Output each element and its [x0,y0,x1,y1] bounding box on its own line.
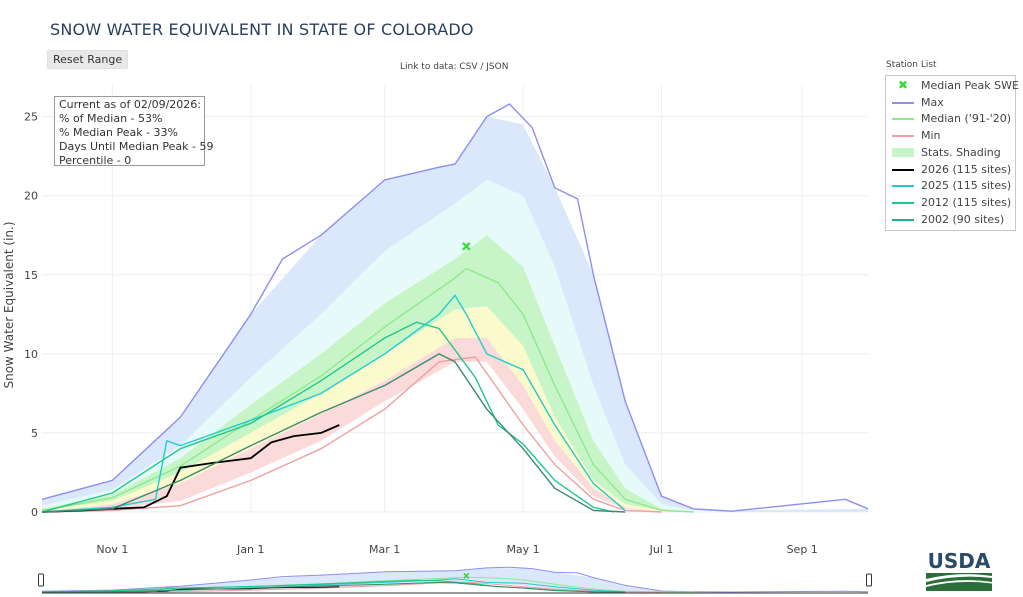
legend: ✖ Median Peak SWE Max Median ('91-'20) Min St… [885,75,1019,231]
usda-logo-text: USDA [928,549,991,573]
x-tick-label: Mar 1 [369,543,400,556]
annotation-line: % Median Peak - 33% [59,126,178,139]
legend-line-swatch [892,201,914,204]
legend-label: 2012 (115 sites) [921,195,1012,209]
y-tick-label: 5 [31,427,38,440]
y-tick-label: 10 [24,348,38,361]
legend-label: Median Peak SWE [921,79,1019,92]
band-p90-p70 [42,179,868,512]
range-handle-left[interactable] [38,573,44,587]
legend-item[interactable]: 2026 (115 sites) [886,162,1015,178]
legend-line-swatch [892,118,914,121]
legend-item[interactable]: Max [886,95,1015,111]
reset-range-button[interactable]: Reset Range [47,50,129,69]
status-annotation: Current as of 02/09/2026: % of Median - … [54,96,214,167]
stats-shading [42,116,868,512]
y-tick-label: 0 [31,506,38,519]
range-mini-line [41,576,694,593]
legend-line-swatch [892,135,914,138]
legend-label: Median ('91-'20) [921,112,1012,126]
range-slider[interactable] [38,566,872,594]
series-max [41,103,869,512]
x-tick-label: Nov 1 [96,543,128,556]
series-2002-90-sites [41,353,626,513]
annotation-line: % of Median - 53% [59,112,163,125]
y-axis-label: Snow Water Equivalent (in.) [2,221,16,388]
legend-label: 2025 (115 sites) [921,179,1012,193]
series-2025-115-sites [41,294,626,513]
legend-item[interactable]: 2012 (115 sites) [886,195,1015,211]
legend-heading: Station List [886,60,937,70]
band-p30-p10 [42,306,868,512]
chart-title: SNOW WATER EQUIVALENT IN STATE OF COLORA… [50,20,474,39]
series-median-91-20 [41,267,694,513]
legend-label: 2026 (115 sites) [921,162,1012,176]
band-p70-p30 [42,235,868,512]
x-tick-label: Sep 1 [787,543,818,556]
range-handle-right[interactable] [866,573,872,587]
legend-label: Stats. Shading [921,145,1001,159]
series-lines [41,103,869,513]
legend-line-swatch [892,101,914,104]
x-tick-label: Jan 1 [236,543,264,556]
annotation-line: Percentile - 0 [59,154,132,167]
y-tick-label: 15 [24,269,38,282]
annotation-line: Current as of 02/09/2026: [59,98,201,111]
x-tick-label: Jul 1 [649,543,674,556]
legend-line-swatch [892,185,914,188]
band-p10-min [42,338,868,512]
range-mini-line [41,578,626,593]
legend-item[interactable]: Min [886,128,1015,144]
legend-fill-swatch [892,147,914,157]
legend-line-swatch [892,218,914,221]
median-peak-marker [462,242,471,251]
legend-item[interactable]: 2025 (115 sites) [886,178,1015,194]
data-link[interactable]: Link to data: CSV / JSON [400,62,509,72]
legend-label: 2002 (90 sites) [921,212,1005,226]
legend-item[interactable]: Median ('91-'20) [886,111,1015,127]
range-mini-peak [463,572,470,579]
legend-marker-icon: ✖ [897,78,909,92]
legend-item[interactable]: 2002 (90 sites) [886,212,1015,228]
axis-ticks: 0 5 10 15 20 25 Nov 1 Jan 1 Mar 1 May 1 Jul 1 Sep 1 [24,111,818,556]
range-mini-line [41,581,626,593]
series-min [41,356,662,513]
annotation-line: Days Until Median Peak - 59 [59,140,214,153]
legend-item[interactable]: ✖ Median Peak SWE [886,78,1019,94]
y-tick-label: 20 [24,190,38,203]
series-2012-115-sites [41,321,614,513]
y-tick-label: 25 [24,111,38,124]
usda-logo: USDA [926,549,992,591]
legend-label: Max [921,95,944,109]
x-tick-label: May 1 [506,543,539,556]
legend-item[interactable]: Stats. Shading [886,145,1015,161]
legend-line-swatch [892,168,914,171]
legend-label: Min [921,129,941,143]
band-max-p90 [42,116,868,512]
